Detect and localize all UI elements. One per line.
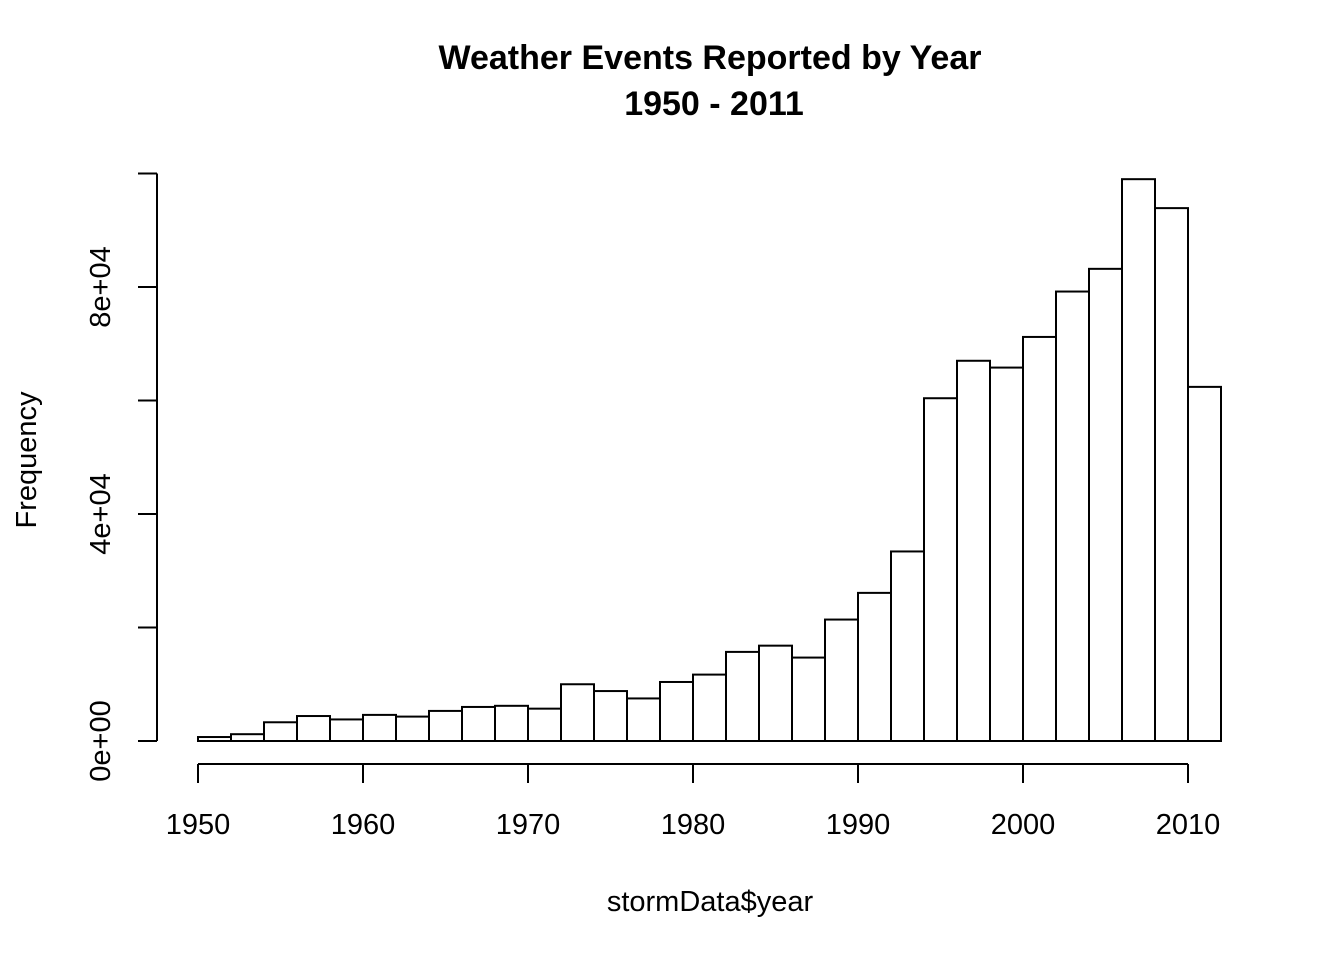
histogram-bar-1962-1964 <box>395 715 430 742</box>
y-tick-label-40000: 4e+04 <box>85 473 117 554</box>
histogram-bar-1958-1960 <box>329 718 364 742</box>
x-tick-label-2000: 2000 <box>991 809 1056 841</box>
histogram-bar-1964-1966 <box>428 709 463 742</box>
histogram-bar-1982-1984 <box>725 650 760 743</box>
x-tick-label-1960: 1960 <box>331 809 396 841</box>
histogram-bar-2008-2010 <box>1154 207 1189 742</box>
histogram-bar-1990-1992 <box>857 591 892 742</box>
histogram-bar-1956-1958 <box>296 715 331 743</box>
histogram-bar-1968-1970 <box>494 704 529 743</box>
y-tick-label-0: 0e+00 <box>85 700 117 781</box>
histogram-bar-1954-1956 <box>263 721 298 743</box>
histogram-bar-1984-1986 <box>758 644 793 742</box>
histogram-bar-1966-1968 <box>461 705 496 743</box>
histogram-bar-1960-1962 <box>362 713 397 743</box>
histogram-bar-1978-1980 <box>659 680 694 742</box>
y-axis: 0e+00 4e+04 8e+04 <box>85 172 158 782</box>
histogram-bars <box>197 178 1222 743</box>
histogram-bar-1988-1990 <box>824 618 859 742</box>
histogram-bar-2006-2008 <box>1121 178 1156 743</box>
chart-title-line-1: Weather Events Reported by Year <box>439 39 982 77</box>
histogram-bar-1970-1972 <box>527 707 562 743</box>
y-tick-label-80000: 8e+04 <box>85 246 117 327</box>
histogram-bar-2004-2006 <box>1088 267 1123 742</box>
histogram-bar-1996-1998 <box>956 359 991 742</box>
x-tick-label-1990: 1990 <box>826 809 891 841</box>
histogram-bar-2002-2004 <box>1055 290 1090 742</box>
histogram-bar-2010-2012 <box>1187 385 1222 742</box>
histogram-bar-1976-1978 <box>626 697 661 742</box>
histogram-bar-2000-2002 <box>1022 335 1057 742</box>
x-tick-label-1950: 1950 <box>166 809 231 841</box>
histogram-bar-1992-1994 <box>890 550 925 743</box>
histogram-bar-1986-1988 <box>791 656 826 743</box>
x-tick-label-1980: 1980 <box>661 809 726 841</box>
x-tick-label-1970: 1970 <box>496 809 561 841</box>
y-axis-label: Frequency <box>11 391 43 529</box>
x-axis-label: stormData$year <box>607 886 814 918</box>
x-axis: 1950 1960 1970 1980 1990 2000 2010 <box>166 763 1221 841</box>
histogram-bar-1994-1996 <box>923 397 958 742</box>
histogram-bar-1974-1976 <box>593 690 628 742</box>
histogram-bar-1972-1974 <box>560 683 595 742</box>
histogram-bar-1980-1982 <box>692 673 727 742</box>
x-tick-label-2010: 2010 <box>1156 809 1221 841</box>
histogram-bar-1950-1952 <box>197 736 232 743</box>
chart-title-line-2: 1950 - 2011 <box>624 85 804 123</box>
histogram-bar-1998-2000 <box>989 366 1024 742</box>
histogram-bar-1952-1954 <box>230 733 265 743</box>
